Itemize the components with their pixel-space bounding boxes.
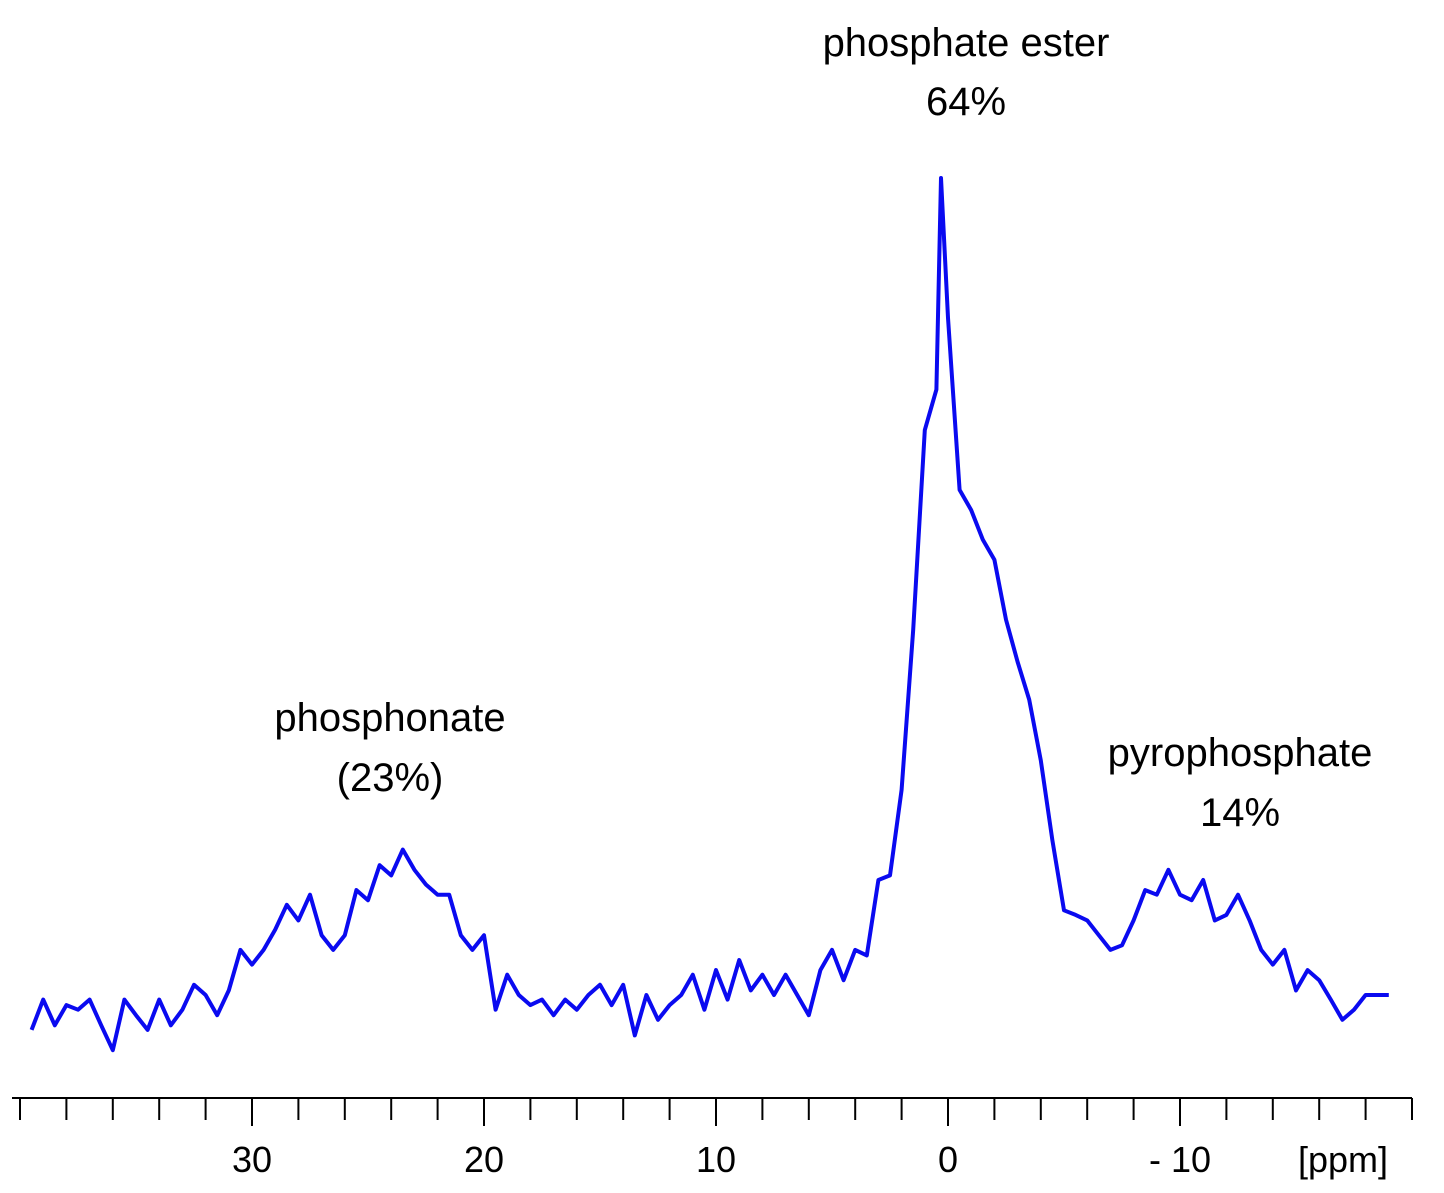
x-tick-label: 0 <box>938 1139 958 1180</box>
annotation: 64% <box>926 80 1006 124</box>
annotation: pyrophosphate <box>1108 731 1373 775</box>
x-tick-label: 20 <box>464 1139 504 1180</box>
x-tick-label: 30 <box>232 1139 272 1180</box>
x-axis-label: [ppm] <box>1298 1139 1388 1180</box>
annotation: phosphonate <box>274 696 505 740</box>
spectrum-line <box>29 176 1389 1053</box>
annotation: 14% <box>1200 791 1280 835</box>
x-tick-label: 10 <box>696 1139 736 1180</box>
x-tick-label: - 10 <box>1149 1139 1211 1180</box>
annotation: phosphate ester <box>823 21 1110 65</box>
annotation: (23%) <box>337 756 444 800</box>
